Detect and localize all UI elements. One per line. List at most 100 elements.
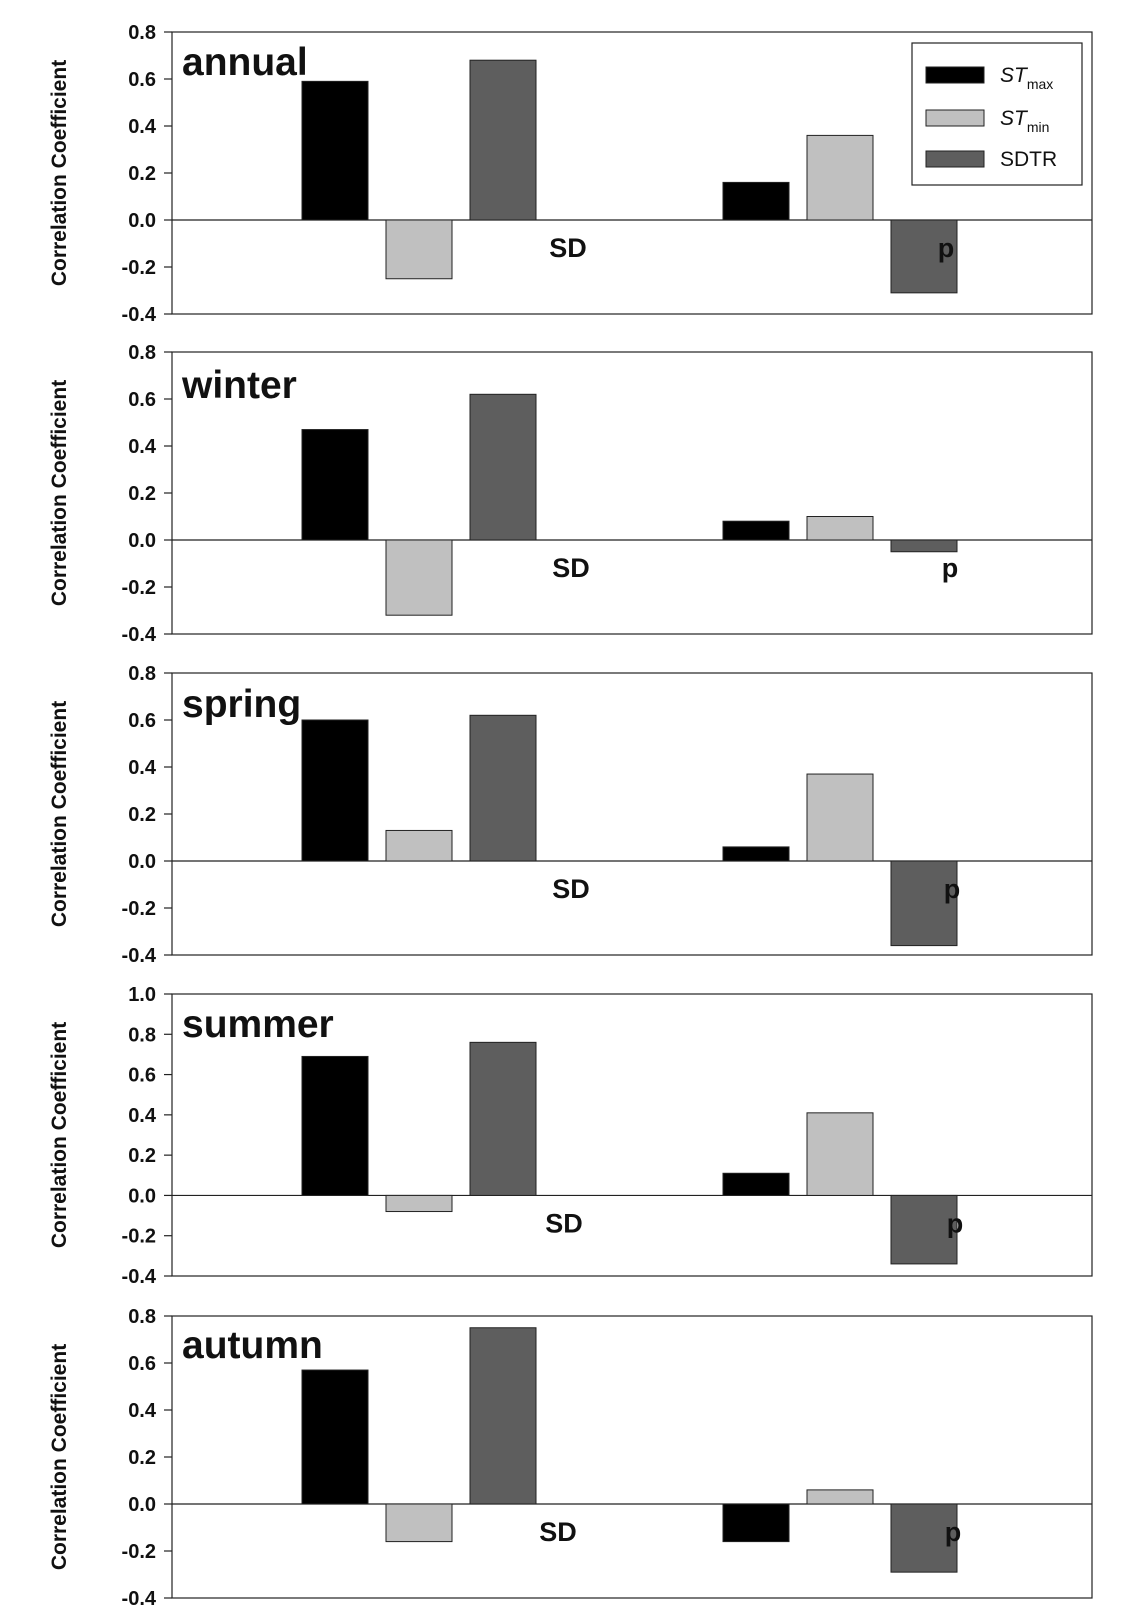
bar-p-sdtr: [890, 1503, 958, 1573]
legend-swatch: [925, 66, 985, 84]
bar-sd-sdtr: [469, 714, 537, 862]
legend-label-main: ST: [1000, 64, 1029, 87]
panel-annual: 0.8 0.6 0.4 0.2 0.0 -0.2 -0.4 Correlation Coeff…: [48, 22, 1093, 326]
y-tick-label: 0.6: [128, 1065, 156, 1087]
group-label-sd: SD: [552, 553, 590, 583]
y-tick-label: -0.4: [122, 304, 157, 326]
group-label-p: p: [942, 553, 959, 583]
y-tick-label: -0.2: [122, 1541, 156, 1563]
bar-p-stmin: [806, 1489, 874, 1505]
panel-title: spring: [182, 683, 301, 726]
y-tick-label: 0.0: [128, 1185, 156, 1207]
y-tick-label: -0.2: [122, 1226, 156, 1248]
y-tick-label: 0.8: [128, 22, 156, 44]
group-label-p: p: [944, 874, 961, 904]
y-tick-label: 1.0: [128, 984, 156, 1006]
y-tick-label: 0.8: [128, 1024, 156, 1046]
legend-swatch: [925, 150, 985, 168]
panel-spring: 0.8 0.6 0.4 0.2 0.0 -0.2 -0.4 Correlation Coeff…: [48, 663, 1093, 967]
y-tick-label: 0.0: [128, 210, 156, 232]
y-tick-label: 0.0: [128, 530, 156, 552]
bar-p-stmin: [806, 516, 874, 541]
y-tick-label: -0.2: [122, 577, 156, 599]
y-axis-label: Correlation Coefficient: [48, 380, 71, 606]
panel-title: annual: [182, 41, 308, 84]
y-tick-label: 0.6: [128, 710, 156, 732]
y-axis-label: Correlation Coefficient: [48, 1022, 71, 1248]
group-label-p: p: [945, 1517, 962, 1547]
bar-p-stmin: [806, 134, 874, 221]
bar-sd-stmin: [385, 539, 453, 616]
bar-p-stmin: [806, 773, 874, 862]
bar-sd-stmin: [385, 1503, 453, 1543]
y-axis-label: Correlation Coefficient: [48, 1344, 71, 1570]
plot-frame: [171, 993, 1093, 1277]
y-tick-label: 0.2: [128, 1145, 156, 1167]
bar-sd-stmax: [301, 1369, 369, 1505]
y-tick-label: 0.8: [128, 1306, 156, 1328]
bar-sd-sdtr: [469, 393, 537, 541]
y-tick-label: 0.6: [128, 389, 156, 411]
y-tick-label: 0.2: [128, 483, 156, 505]
panel-title: autumn: [182, 1324, 323, 1367]
bar-sd-stmin: [385, 219, 453, 280]
y-tick-label: 0.4: [128, 1105, 157, 1127]
legend-box: [911, 42, 1083, 186]
legend-label: STmax: [1000, 64, 1053, 92]
y-tick-label: 0.2: [128, 163, 156, 185]
bar-p-sdtr: [890, 219, 958, 294]
bar-p-sdtr: [890, 539, 958, 553]
y-tick-label: 0.4: [128, 116, 157, 138]
bar-sd-stmin: [385, 829, 453, 862]
y-tick-label: 0.8: [128, 342, 156, 364]
y-tick-label: 0.6: [128, 1353, 156, 1375]
bar-p-stmax: [722, 1503, 790, 1543]
y-tick-label: 0.4: [128, 757, 157, 779]
panel-title: winter: [181, 364, 297, 407]
group-label-sd: SD: [549, 233, 587, 263]
legend-label-sub: min: [1027, 119, 1050, 135]
y-tick-label: -0.4: [122, 1588, 157, 1610]
y-tick-label: -0.2: [122, 257, 156, 279]
y-tick-label: 0.0: [128, 851, 156, 873]
y-tick-label: -0.4: [122, 945, 157, 967]
y-tick-label: 0.2: [128, 1447, 156, 1469]
legend-swatch: [925, 109, 985, 127]
bar-p-stmax: [722, 520, 790, 541]
y-tick-label: 0.8: [128, 663, 156, 685]
bar-sd-stmax: [301, 719, 369, 862]
group-label-p: p: [938, 233, 955, 263]
bar-p-stmax: [722, 181, 790, 221]
bar-sd-sdtr: [469, 1327, 537, 1505]
y-tick-label: 0.4: [128, 1400, 157, 1422]
y-tick-label: 0.6: [128, 69, 156, 91]
group-label-p: p: [947, 1208, 964, 1238]
y-axis-label: Correlation Coefficient: [48, 701, 71, 927]
bar-p-stmax: [722, 846, 790, 862]
bar-p-sdtr: [890, 860, 958, 947]
bar-p-stmin: [806, 1112, 874, 1196]
legend-label-main: ST: [1000, 107, 1029, 130]
bar-sd-sdtr: [469, 59, 537, 221]
panel-winter: 0.8 0.6 0.4 0.2 0.0 -0.2 -0.4 Correlation Coeff…: [48, 342, 1093, 646]
bar-sd-stmax: [301, 80, 369, 221]
bar-sd-stmax: [301, 1055, 369, 1196]
y-tick-label: 0.4: [128, 436, 157, 458]
bar-sd-stmax: [301, 429, 369, 541]
panel-autumn: 0.8 0.6 0.4 0.2 0.0 -0.2 -0.4 Correlation Coeff…: [48, 1306, 1093, 1610]
panel-summer: 1.0 0.8 0.6 0.4 0.2 0.0 -0.2 -0.4 Correlation Co…: [48, 984, 1093, 1288]
bar-p-stmax: [722, 1172, 790, 1196]
bar-sd-sdtr: [469, 1041, 537, 1196]
y-tick-label: -0.2: [122, 898, 156, 920]
y-tick-label: 0.2: [128, 804, 156, 826]
legend-label-main: SDTR: [1000, 148, 1057, 171]
legend-label: STmin: [1000, 107, 1049, 135]
legend-label: SDTR: [1000, 148, 1057, 171]
group-label-sd: SD: [545, 1208, 583, 1238]
y-tick-label: 0.0: [128, 1494, 156, 1516]
legend-label-sub: max: [1027, 76, 1053, 92]
y-tick-label: -0.4: [122, 1266, 157, 1288]
bar-sd-stmin: [385, 1194, 453, 1213]
